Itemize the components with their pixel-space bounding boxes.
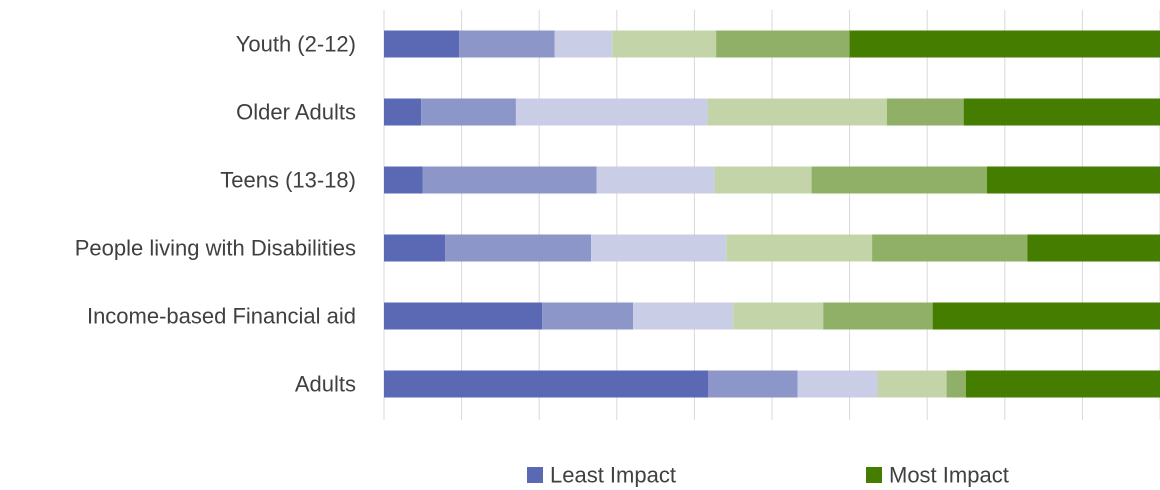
bar-segment [384,370,709,398]
bar-segment [384,234,446,262]
bar-segment [886,98,964,126]
bar-segment [811,166,987,194]
bar-segment [384,98,422,126]
bar-segment [872,234,1028,262]
bar-segment [797,370,878,398]
bar-segment [707,98,887,126]
bar-segment [542,302,634,330]
bar-segment [384,166,423,194]
bar-segment [554,30,613,58]
bar-segment [986,166,1160,194]
category-label: Teens (13-18) [220,168,356,193]
legend-swatch [866,467,882,483]
bar-segment [966,370,1160,398]
bar-segment [384,30,460,58]
legend-label: Most Impact [889,463,1009,488]
bar-segment [459,30,555,58]
legend-swatch [527,467,543,483]
bar-segment [422,166,597,194]
bar-segment [877,370,947,398]
bar-segment [726,234,873,262]
bar-segment [384,302,543,330]
category-label: Adults [295,372,356,397]
legend-label: Least Impact [550,463,676,488]
bar-segment [733,302,824,330]
bar-segment [1027,234,1160,262]
bars [384,30,1160,398]
bar-segment [591,234,727,262]
category-label: Older Adults [236,100,356,125]
bar-segment [823,302,933,330]
category-labels: Youth (2-12) Older Adults Teens (13-18) Peo… [75,32,356,397]
legend-item: Least Impact [527,463,676,488]
gridlines [383,10,1160,420]
category-label: People living with Disabilities [75,236,356,261]
bar-segment [849,30,1160,58]
legend: Least Impact Most Impact [527,463,1009,488]
bar-segment [716,30,850,58]
bar-segment [445,234,592,262]
bar-segment [421,98,516,126]
bar-segment [596,166,715,194]
bar-segment [932,302,1160,330]
legend-item: Most Impact [866,463,1009,488]
category-label: Youth (2-12) [236,32,356,57]
bar-segment [708,370,798,398]
bar-segment [612,30,717,58]
category-label: Income-based Financial aid [87,304,356,329]
bar-segment [963,98,1160,126]
bar-segment [946,370,966,398]
bar-segment [714,166,812,194]
bar-segment [633,302,734,330]
bar-segment [515,98,708,126]
